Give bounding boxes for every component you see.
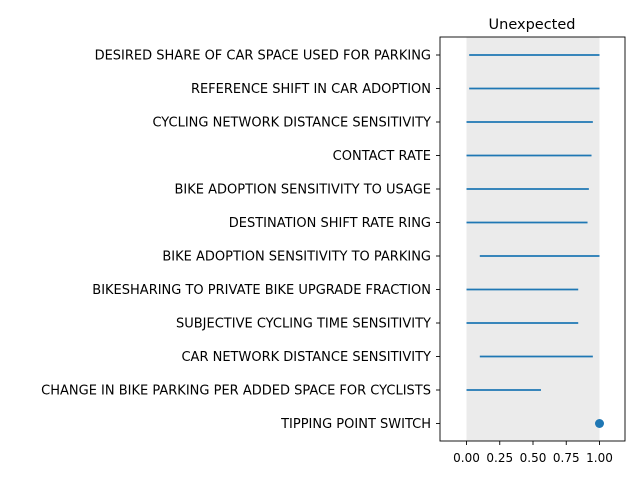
category-label: CONTACT RATE <box>333 149 431 164</box>
category-label: CYCLING NETWORK DISTANCE SENSITIVITY <box>152 116 431 131</box>
range-point <box>595 419 604 428</box>
category-label: TIPPING POINT SWITCH <box>280 417 431 432</box>
x-tick-label: 1.00 <box>586 451 613 465</box>
chart-title: Unexpected <box>489 17 576 33</box>
plot-area: DESIRED SHARE OF CAR SPACE USED FOR PARK… <box>41 36 626 465</box>
x-tick-label: 0.50 <box>520 451 547 465</box>
category-label: SUBJECTIVE CYCLING TIME SENSITIVITY <box>176 317 431 332</box>
x-tick-label: 0.25 <box>486 451 513 465</box>
category-label: BIKE ADOPTION SENSITIVITY TO USAGE <box>174 183 431 198</box>
category-label: CAR NETWORK DISTANCE SENSITIVITY <box>181 350 431 365</box>
x-tick-label: 0.00 <box>453 451 480 465</box>
axes-frame <box>439 36 626 442</box>
category-label: DESTINATION SHIFT RATE RING <box>229 216 431 231</box>
category-label: CHANGE IN BIKE PARKING PER ADDED SPACE F… <box>41 384 431 399</box>
x-tick-label: 0.75 <box>553 451 580 465</box>
category-label: BIKESHARING TO PRIVATE BIKE UPGRADE FRAC… <box>92 283 431 298</box>
category-label: BIKE ADOPTION SENSITIVITY TO PARKING <box>162 250 431 265</box>
category-label: DESIRED SHARE OF CAR SPACE USED FOR PARK… <box>95 49 431 64</box>
shaded-band <box>466 37 600 441</box>
category-label: REFERENCE SHIFT IN CAR ADOPTION <box>191 82 431 97</box>
